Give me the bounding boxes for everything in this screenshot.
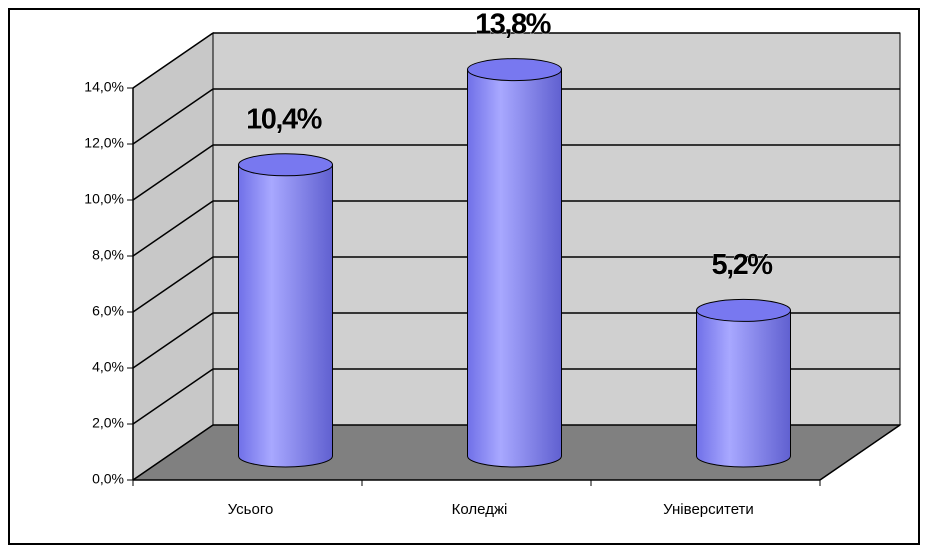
y-tick-label: 8,0% [92,247,124,263]
y-tick-label: 12,0% [84,135,124,151]
bar-top [238,153,333,177]
y-tick-label: 14,0% [84,79,124,95]
x-tick-label: Усього [228,501,274,518]
x-tick-label: Університети [663,501,754,518]
y-tick-label: 0,0% [92,471,124,487]
y-tick-label: 6,0% [92,303,124,319]
grid-line [132,88,214,145]
y-tick-label: 10,0% [84,191,124,207]
x-tick-label: Коледжі [452,501,508,518]
grid-line [132,144,214,201]
grid-line [132,32,214,89]
grid-line [132,200,214,257]
bar-top [467,58,562,82]
bar-top [696,298,791,322]
y-tick-label: 2,0% [92,415,124,431]
value-label: 13,8% [475,8,551,40]
value-label: 5,2% [711,249,773,281]
bar [467,69,562,468]
grid-line [132,312,214,369]
bar [696,309,791,468]
grid-line [132,256,214,313]
side-wall [132,32,214,481]
grid-line [132,368,214,425]
y-tick-label: 4,0% [92,359,124,375]
value-label: 10,4% [246,103,322,135]
x-axis-back [819,424,901,481]
bar [238,164,333,468]
grid-line [132,424,214,481]
